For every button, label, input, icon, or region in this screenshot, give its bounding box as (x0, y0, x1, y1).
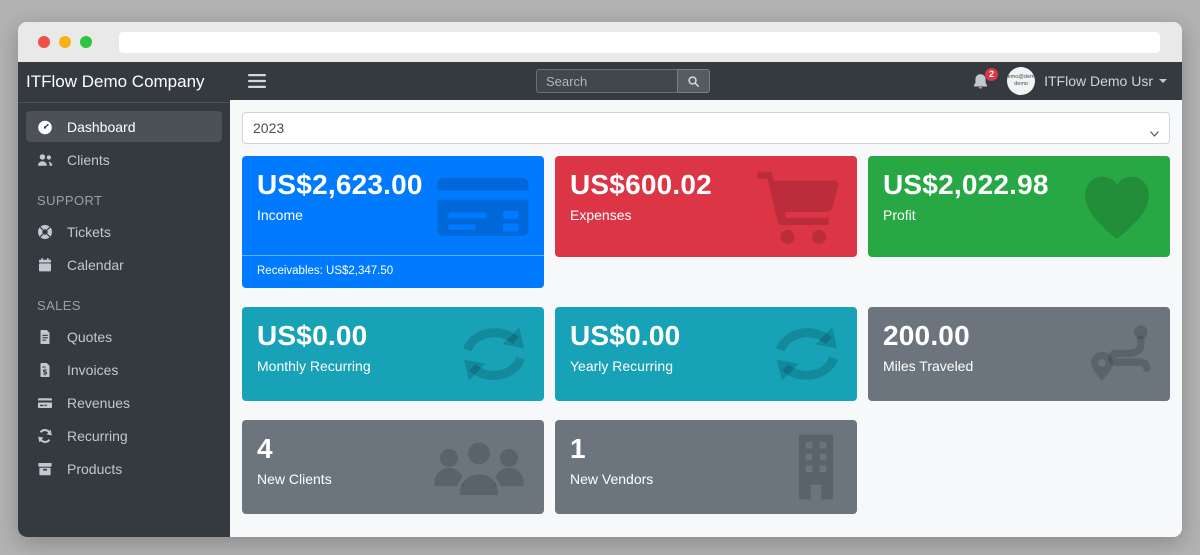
bell-icon (973, 73, 988, 89)
year-select[interactable]: 2023 (242, 112, 1170, 144)
sidebar-item-label: Invoices (67, 361, 119, 378)
new-clients-label: New Clients (257, 471, 332, 488)
sync-icon (772, 323, 842, 385)
sidebar-item-label: Revenues (67, 394, 131, 411)
yearly-recurring-value: US$0.00 (570, 320, 681, 351)
income-value: US$2,623.00 (257, 169, 423, 200)
sync-icon (459, 323, 529, 385)
shopping-cart-icon (754, 168, 842, 246)
sidebar-item-label: Quotes (67, 328, 113, 345)
profit-value: US$2,022.98 (883, 169, 1049, 200)
new-clients-card[interactable]: 4 New Clients (242, 420, 544, 514)
file-lines-icon (37, 329, 53, 345)
new-vendors-label: New Vendors (570, 471, 654, 488)
navbar-right: 2 demo@demo demo ITFlow Demo Usr (972, 67, 1167, 95)
notifications-button[interactable]: 2 (972, 67, 999, 90)
income-footer[interactable]: Receivables: US$2,347.50 (242, 255, 544, 288)
life-ring-icon (37, 224, 53, 240)
monthly-recurring-label: Monthly Recurring (257, 358, 371, 375)
calendar-icon (37, 257, 53, 273)
sidebar-item-label: Products (67, 460, 123, 477)
dashboard-content: 2023 US$2,623.00 Income Receivables: (230, 100, 1182, 537)
yearly-recurring-label: Yearly Recurring (570, 358, 673, 375)
miles-traveled-label: Miles Traveled (883, 358, 974, 375)
avatar-text: demo (1014, 81, 1028, 87)
credit-card-icon (37, 395, 53, 411)
users-icon (429, 435, 529, 499)
sidebar-nav: Dashboard Clients SUPPORT Tickets (18, 103, 230, 494)
sidebar-item-dashboard[interactable]: Dashboard (26, 111, 222, 142)
browser-window: ITFlow Demo Company Dashboard Clients SU… (18, 22, 1182, 537)
cards-row-3: 4 New Clients 1 New Vendors (242, 420, 1170, 514)
sidebar-item-label: Tickets (67, 223, 111, 240)
address-bar[interactable] (119, 31, 1160, 53)
search-input[interactable] (536, 69, 677, 93)
chevron-down-icon (1159, 79, 1167, 83)
hamburger-menu-icon[interactable] (248, 74, 266, 88)
brand-title[interactable]: ITFlow Demo Company (18, 62, 230, 103)
route-icon (1087, 323, 1155, 385)
minimize-window-button[interactable] (59, 36, 71, 48)
close-window-button[interactable] (38, 36, 50, 48)
cards-row-1: US$2,623.00 Income Receivables: US$2,347… (242, 156, 1170, 288)
monthly-recurring-value: US$0.00 (257, 320, 368, 351)
miles-traveled-value: 200.00 (883, 320, 970, 351)
avatar-text: demo@demo (1007, 73, 1035, 80)
new-vendors-card[interactable]: 1 New Vendors (555, 420, 857, 514)
yearly-recurring-card[interactable]: US$0.00 Yearly Recurring (555, 307, 857, 401)
users-icon (37, 152, 53, 168)
heart-icon (1079, 172, 1155, 242)
cards-row-2: US$0.00 Monthly Recurring US$0.00 Yearly… (242, 307, 1170, 401)
income-card[interactable]: US$2,623.00 Income Receivables: US$2,347… (242, 156, 544, 288)
sidebar-section-sales: SALES (37, 298, 81, 313)
income-label: Income (257, 207, 303, 224)
expenses-value: US$600.02 (570, 169, 712, 200)
file-invoice-dollar-icon: $ (37, 362, 53, 378)
navbar-search (536, 69, 710, 93)
year-filter-wrap: 2023 (242, 112, 1170, 144)
building-icon (790, 433, 842, 501)
user-name: ITFlow Demo Usr (1044, 73, 1153, 89)
sidebar-item-invoices[interactable]: $ Invoices (26, 354, 222, 385)
browser-titlebar (18, 22, 1182, 62)
sidebar-item-label: Clients (67, 151, 110, 168)
sync-icon (37, 428, 53, 444)
sidebar-item-label: Dashboard (67, 118, 136, 135)
svg-text:$: $ (42, 367, 47, 376)
top-navbar: 2 demo@demo demo ITFlow Demo Usr (230, 62, 1182, 100)
avatar: demo@demo demo (1007, 67, 1036, 95)
search-button[interactable] (677, 69, 710, 93)
sidebar-section-support: SUPPORT (37, 193, 103, 208)
search-icon (688, 75, 700, 87)
box-icon (37, 461, 53, 477)
sidebar-item-clients[interactable]: Clients (26, 144, 222, 175)
new-clients-value: 4 (257, 433, 273, 464)
sidebar-item-calendar[interactable]: Calendar (26, 249, 222, 280)
sidebar-item-label: Calendar (67, 256, 124, 273)
tachometer-icon (37, 119, 53, 135)
sidebar-item-quotes[interactable]: Quotes (26, 321, 222, 352)
sidebar-item-recurring[interactable]: Recurring (26, 420, 222, 451)
profit-label: Profit (883, 207, 916, 224)
maximize-window-button[interactable] (80, 36, 92, 48)
credit-card-icon (437, 176, 529, 238)
expenses-card[interactable]: US$600.02 Expenses (555, 156, 857, 257)
expenses-label: Expenses (570, 207, 632, 224)
sidebar-item-revenues[interactable]: Revenues (26, 387, 222, 418)
sidebar-item-label: Recurring (67, 427, 128, 444)
notification-badge: 2 (985, 67, 999, 81)
sidebar-item-tickets[interactable]: Tickets (26, 216, 222, 247)
sidebar-item-products[interactable]: Products (26, 453, 222, 484)
miles-traveled-card[interactable]: 200.00 Miles Traveled (868, 307, 1170, 401)
monthly-recurring-card[interactable]: US$0.00 Monthly Recurring (242, 307, 544, 401)
new-vendors-value: 1 (570, 433, 586, 464)
sidebar: ITFlow Demo Company Dashboard Clients SU… (18, 62, 230, 537)
app-frame: ITFlow Demo Company Dashboard Clients SU… (18, 62, 1182, 537)
main-area: 2 demo@demo demo ITFlow Demo Usr (230, 62, 1182, 537)
user-menu[interactable]: demo@demo demo ITFlow Demo Usr (1007, 67, 1167, 95)
profit-card[interactable]: US$2,022.98 Profit (868, 156, 1170, 257)
